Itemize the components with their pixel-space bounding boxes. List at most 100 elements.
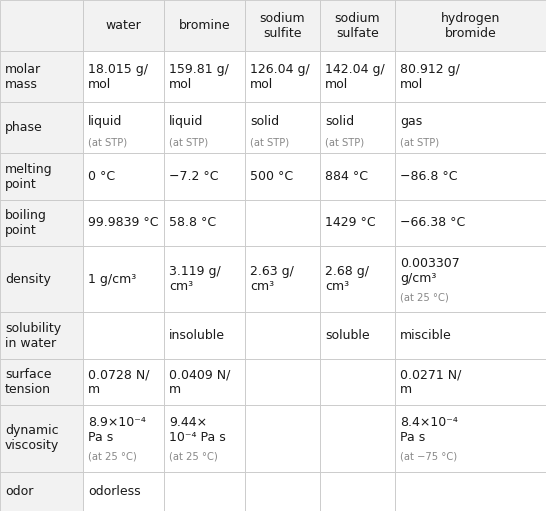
Text: (at STP): (at STP)	[400, 137, 439, 147]
Text: liquid: liquid	[169, 115, 203, 128]
Text: soluble: soluble	[325, 329, 370, 342]
Bar	[395, 405, 546, 472]
Bar	[245, 246, 320, 312]
Bar	[320, 246, 395, 312]
Bar	[0, 200, 83, 246]
Text: density: density	[5, 273, 51, 286]
Bar	[164, 246, 245, 312]
Bar	[395, 200, 546, 246]
Text: 8.9×10⁻⁴
Pa s: 8.9×10⁻⁴ Pa s	[88, 416, 146, 445]
Bar	[0, 0, 83, 51]
Bar	[83, 51, 164, 102]
Text: 0.003307
g/cm³: 0.003307 g/cm³	[400, 258, 460, 285]
Bar	[245, 102, 320, 153]
Text: 2.63 g/
cm³: 2.63 g/ cm³	[250, 265, 294, 293]
Bar	[0, 472, 83, 511]
Bar	[164, 153, 245, 200]
Text: 9.44×
10⁻⁴ Pa s: 9.44× 10⁻⁴ Pa s	[169, 416, 225, 445]
Text: 159.81 g/
mol: 159.81 g/ mol	[169, 63, 229, 90]
Text: insoluble: insoluble	[169, 329, 225, 342]
Text: (at 25 °C): (at 25 °C)	[88, 452, 136, 462]
Text: 1 g/cm³: 1 g/cm³	[88, 273, 136, 286]
Bar	[83, 102, 164, 153]
Text: molar
mass: molar mass	[5, 63, 41, 90]
Text: 126.04 g/
mol: 126.04 g/ mol	[250, 63, 310, 90]
Text: phase: phase	[5, 121, 43, 134]
Text: hydrogen
bromide: hydrogen bromide	[441, 12, 500, 39]
Bar	[83, 153, 164, 200]
Text: melting
point: melting point	[5, 162, 52, 191]
Text: 1429 °C: 1429 °C	[325, 217, 376, 229]
Bar	[164, 359, 245, 405]
Bar	[83, 0, 164, 51]
Text: solid
(at STP): solid (at STP)	[250, 114, 300, 142]
Text: (at 25 °C): (at 25 °C)	[400, 293, 449, 303]
Text: bromine: bromine	[179, 19, 230, 32]
Text: solubility
in water: solubility in water	[5, 321, 61, 350]
Text: 0.0409 N/
m: 0.0409 N/ m	[169, 368, 230, 396]
Text: −86.8 °C: −86.8 °C	[400, 170, 458, 183]
Text: liquid
(at STP): liquid (at STP)	[169, 114, 218, 142]
Bar	[83, 472, 164, 511]
Bar	[245, 405, 320, 472]
Text: (at STP): (at STP)	[88, 137, 127, 147]
Bar	[164, 472, 245, 511]
Bar	[83, 246, 164, 312]
Text: (at 25 °C): (at 25 °C)	[169, 452, 218, 462]
Text: 142.04 g/
mol: 142.04 g/ mol	[325, 63, 385, 90]
Text: 0 °C: 0 °C	[88, 170, 115, 183]
Text: odor: odor	[5, 485, 33, 498]
Text: gas: gas	[400, 115, 422, 128]
Bar	[395, 359, 546, 405]
Text: solid: solid	[325, 115, 354, 128]
Text: 18.015 g/
mol: 18.015 g/ mol	[88, 63, 148, 90]
Text: 500 °C: 500 °C	[250, 170, 293, 183]
Bar	[320, 102, 395, 153]
Bar	[164, 0, 245, 51]
Text: solid: solid	[250, 115, 279, 128]
Bar	[245, 51, 320, 102]
Text: 0.0271 N/
m: 0.0271 N/ m	[400, 368, 461, 396]
Text: solid
(at STP): solid (at STP)	[325, 114, 375, 142]
Bar	[320, 359, 395, 405]
Bar	[395, 246, 546, 312]
Bar	[164, 405, 245, 472]
Text: 0.0728 N/
m: 0.0728 N/ m	[88, 368, 150, 396]
Bar	[164, 51, 245, 102]
Bar	[320, 200, 395, 246]
Bar	[320, 153, 395, 200]
Bar	[245, 0, 320, 51]
Bar	[0, 246, 83, 312]
Text: odorless: odorless	[88, 485, 141, 498]
Bar	[320, 312, 395, 359]
Bar	[0, 359, 83, 405]
Bar	[395, 246, 546, 312]
Bar	[395, 51, 546, 102]
Text: 884 °C: 884 °C	[325, 170, 368, 183]
Text: 80.912 g/
mol: 80.912 g/ mol	[400, 63, 460, 90]
Bar	[83, 359, 164, 405]
Text: gas
(at STP): gas (at STP)	[400, 114, 449, 142]
Text: 9.44×
10⁻⁴ Pa s
(at 25 °C): 9.44× 10⁻⁴ Pa s (at 25 °C)	[169, 417, 230, 460]
Text: (at −75 °C): (at −75 °C)	[400, 452, 457, 462]
Text: 58.8 °C: 58.8 °C	[169, 217, 216, 229]
Text: 0.003307
g/cm³
(at 25 °C): 0.003307 g/cm³ (at 25 °C)	[400, 258, 461, 301]
Bar	[395, 405, 546, 472]
Bar	[164, 312, 245, 359]
Bar	[395, 102, 546, 153]
Text: 8.9×10⁻⁴
Pa s
(at 25 °C): 8.9×10⁻⁴ Pa s (at 25 °C)	[88, 417, 150, 460]
Text: surface
tension: surface tension	[5, 368, 51, 396]
Bar	[245, 102, 320, 153]
Bar	[0, 312, 83, 359]
Bar	[245, 200, 320, 246]
Text: 8.4×10⁻⁴
Pa s: 8.4×10⁻⁴ Pa s	[400, 416, 458, 445]
Text: 2.68 g/
cm³: 2.68 g/ cm³	[325, 265, 369, 293]
Text: sodium
sulfate: sodium sulfate	[335, 12, 381, 39]
Text: sodium
sulfite: sodium sulfite	[260, 12, 305, 39]
Bar	[164, 200, 245, 246]
Bar	[320, 405, 395, 472]
Bar	[83, 200, 164, 246]
Bar	[245, 472, 320, 511]
Text: liquid: liquid	[88, 115, 122, 128]
Bar	[164, 102, 245, 153]
